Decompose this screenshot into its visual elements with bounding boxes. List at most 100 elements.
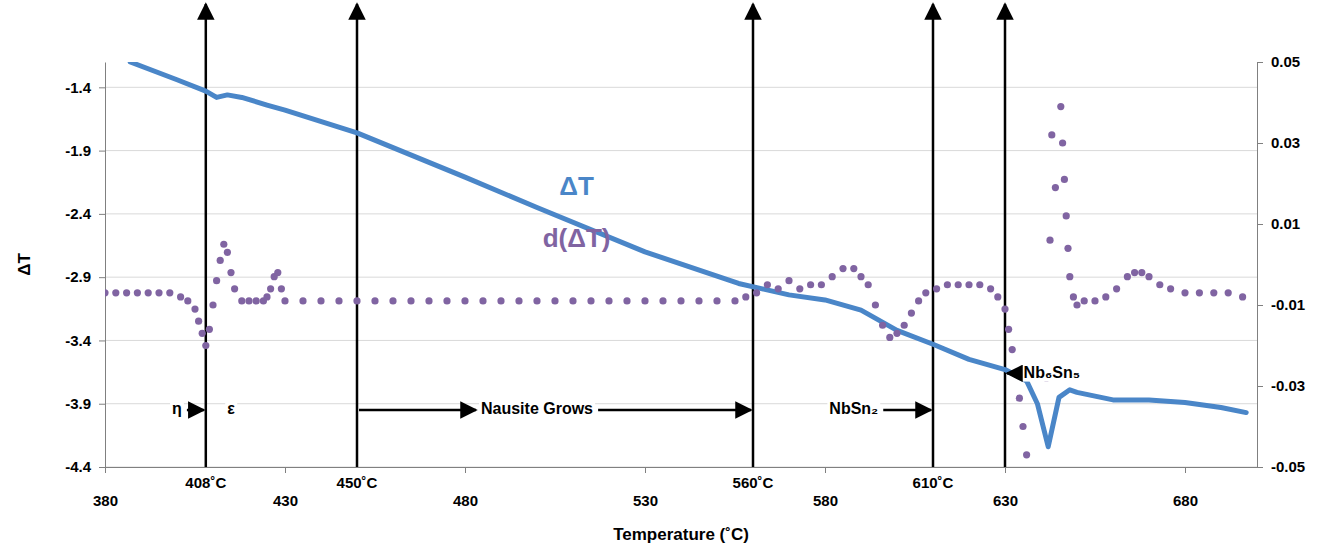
tick: 0.05: [1257, 53, 1300, 70]
marker-line: [356, 4, 359, 467]
annotation-arrow: [598, 409, 751, 412]
data-point: [177, 293, 184, 300]
data-point: [1059, 139, 1066, 146]
data-point: [1016, 395, 1023, 402]
data-point: [742, 293, 749, 300]
tick-label: 430: [273, 492, 298, 509]
data-point: [299, 297, 306, 304]
data-point: [872, 301, 879, 308]
data-point: [785, 277, 792, 284]
tick: 630: [993, 467, 1018, 509]
data-point: [267, 285, 274, 292]
tick-mark: [1005, 467, 1006, 473]
tick: 380: [93, 467, 118, 509]
grid-line: [105, 467, 1257, 468]
tick-label: -1.9: [65, 142, 91, 159]
tick-label: -4.4: [65, 458, 92, 475]
data-point: [1138, 269, 1145, 276]
annotation-arrow: [883, 409, 931, 412]
tick: 580: [813, 467, 838, 509]
annotation-background: [827, 399, 880, 418]
grid-line: [105, 150, 1257, 151]
data-point: [1239, 293, 1246, 300]
data-point: [461, 297, 468, 304]
data-point: [105, 289, 109, 296]
data-point: [1023, 451, 1030, 458]
tick: 430: [273, 467, 298, 509]
data-point: [753, 289, 760, 296]
tick-label: 0.03: [1271, 134, 1300, 151]
tick: -2.4: [65, 205, 105, 222]
axis-line: [105, 63, 106, 468]
annotation-text: Nb₆Sn₅: [1024, 364, 1080, 381]
data-point: [1196, 289, 1203, 296]
grid: [105, 87, 1257, 467]
annotation-arrow: [1007, 372, 1019, 375]
tick-mark: [1257, 224, 1263, 225]
tick-mark: [99, 87, 105, 88]
tick-mark: [99, 404, 105, 405]
annotation-arrow: [359, 409, 476, 412]
tick-mark: [1257, 62, 1263, 63]
tick-label: -2.9: [65, 268, 91, 285]
tick-mark: [645, 467, 646, 473]
tick-label: -1.4: [65, 79, 92, 96]
data-point: [713, 297, 720, 304]
tick: -3.4: [65, 332, 105, 349]
data-point: [818, 281, 825, 288]
tick-mark: [99, 467, 105, 468]
tick-mark: [825, 467, 826, 473]
data-point: [1019, 423, 1026, 430]
data-point: [1167, 285, 1174, 292]
data-point: [238, 297, 245, 304]
data-point: [857, 273, 864, 280]
tick-mark: [99, 277, 105, 278]
data-point: [281, 297, 288, 304]
marker-label: 610˚C: [913, 474, 954, 491]
series-label: ΔT: [559, 171, 594, 201]
data-point: [443, 297, 450, 304]
data-point: [659, 297, 666, 304]
data-point: [1009, 346, 1016, 353]
data-point: [865, 281, 872, 288]
marker-label: 450˚C: [337, 474, 378, 491]
data-point: [191, 305, 198, 312]
data-point: [551, 297, 558, 304]
data-point: [263, 293, 270, 300]
data-point: [274, 269, 281, 276]
data-point: [195, 318, 202, 325]
tick-label: 530: [633, 492, 658, 509]
plot-area: [105, 62, 1246, 458]
data-point: [317, 297, 324, 304]
data-point: [145, 289, 152, 296]
axis-line: [106, 467, 1258, 468]
data-point: [515, 297, 522, 304]
data-point: [134, 289, 141, 296]
data-point: [994, 293, 1001, 300]
y-axis: -4.4-3.9-3.4-2.9-2.4-1.9-1.4: [65, 63, 105, 476]
data-point: [605, 297, 612, 304]
data-point: [807, 281, 814, 288]
annotation-background: [170, 399, 184, 418]
tick-label: 0.01: [1271, 215, 1300, 232]
data-point: [533, 297, 540, 304]
data-point: [915, 297, 922, 304]
tick-mark: [1257, 386, 1263, 387]
annotation-background: [1022, 363, 1082, 382]
data-point: [1145, 273, 1152, 280]
tick-label: 630: [993, 492, 1018, 509]
tick-mark: [1257, 143, 1263, 144]
data-point: [1061, 176, 1068, 183]
tick: -1.4: [65, 79, 105, 96]
chart: 380430480530580630680-4.4-3.9-3.4-2.9-2.…: [0, 0, 1326, 552]
data-point: [1052, 184, 1059, 191]
data-point: [245, 297, 252, 304]
annotation: NbSn₂: [827, 399, 931, 418]
data-point: [209, 301, 216, 308]
grid-line: [105, 87, 1257, 88]
data-point: [231, 285, 238, 292]
data-point: [425, 297, 432, 304]
tick-label: 480: [453, 492, 478, 509]
data-point: [253, 297, 260, 304]
tick-mark: [285, 467, 286, 473]
